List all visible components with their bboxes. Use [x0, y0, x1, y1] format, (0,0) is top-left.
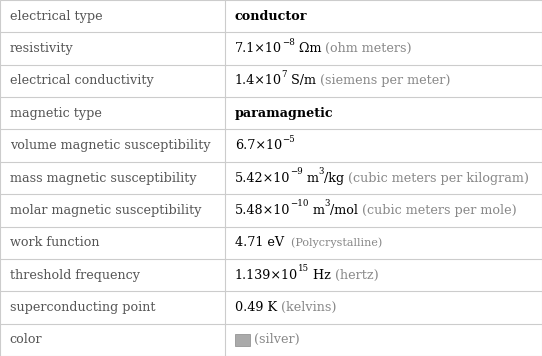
Text: superconducting point: superconducting point	[10, 301, 155, 314]
Text: resistivity: resistivity	[10, 42, 74, 55]
Text: m: m	[303, 172, 319, 184]
Text: paramagnetic: paramagnetic	[235, 107, 333, 120]
Text: Ωm: Ωm	[294, 42, 321, 55]
Text: (cubic meters per kilogram): (cubic meters per kilogram)	[344, 172, 530, 184]
Text: (kelvins): (kelvins)	[277, 301, 336, 314]
Text: (Polycrystalline): (Polycrystalline)	[284, 237, 382, 248]
Text: 5.42×10: 5.42×10	[235, 172, 290, 184]
Text: electrical type: electrical type	[10, 10, 102, 23]
Text: (cubic meters per mole): (cubic meters per mole)	[358, 204, 517, 217]
Text: S/m: S/m	[287, 74, 316, 88]
Bar	[235, 334, 249, 346]
Text: 15: 15	[298, 264, 309, 273]
Text: 6.7×10: 6.7×10	[235, 139, 282, 152]
Text: volume magnetic susceptibility: volume magnetic susceptibility	[10, 139, 210, 152]
Text: 3: 3	[319, 167, 324, 176]
Text: 5.48×10: 5.48×10	[235, 204, 290, 217]
Text: −9: −9	[290, 167, 303, 176]
Text: Hz: Hz	[309, 268, 331, 282]
Text: −8: −8	[282, 38, 294, 47]
Text: (siemens per meter): (siemens per meter)	[316, 74, 451, 88]
Text: −10: −10	[290, 199, 308, 208]
Text: molar magnetic susceptibility: molar magnetic susceptibility	[10, 204, 201, 217]
Text: magnetic type: magnetic type	[10, 107, 102, 120]
Text: (ohm meters): (ohm meters)	[321, 42, 412, 55]
Text: m: m	[308, 204, 325, 217]
Text: −5: −5	[282, 135, 294, 144]
Text: color: color	[10, 333, 42, 346]
Text: conductor: conductor	[235, 10, 307, 23]
Text: 1.139×10: 1.139×10	[235, 268, 298, 282]
Text: 4.71 eV: 4.71 eV	[235, 236, 284, 249]
Text: 7: 7	[282, 70, 287, 79]
Text: threshold frequency: threshold frequency	[10, 268, 140, 282]
Text: 0.49 K: 0.49 K	[235, 301, 277, 314]
Text: (silver): (silver)	[254, 333, 300, 346]
Text: 3: 3	[325, 199, 330, 208]
Text: 7.1×10: 7.1×10	[235, 42, 282, 55]
Text: mass magnetic susceptibility: mass magnetic susceptibility	[10, 172, 196, 184]
Text: 1.4×10: 1.4×10	[235, 74, 282, 88]
Text: electrical conductivity: electrical conductivity	[10, 74, 153, 88]
Text: work function: work function	[10, 236, 99, 249]
Text: (hertz): (hertz)	[331, 268, 378, 282]
Text: /kg: /kg	[324, 172, 344, 184]
Text: /mol: /mol	[330, 204, 358, 217]
